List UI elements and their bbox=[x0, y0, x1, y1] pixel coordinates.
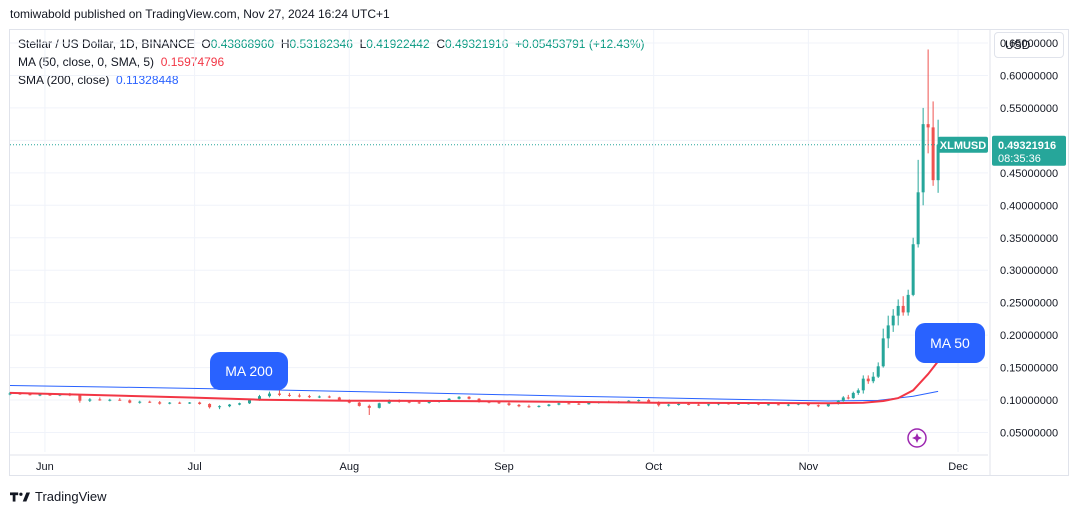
legend-sma200-row[interactable]: SMA (200, close) 0.11328448 bbox=[18, 71, 645, 89]
close-label: C bbox=[436, 37, 445, 51]
high-label: H bbox=[280, 37, 290, 51]
tradingview-logo-icon bbox=[10, 491, 30, 502]
low-label: L bbox=[359, 37, 367, 51]
ma50-label: MA (50, close, 0, SMA, 5) bbox=[18, 55, 155, 69]
chart-frame bbox=[9, 29, 1069, 476]
sma200-label: SMA (200, close) bbox=[18, 73, 110, 87]
open-label: O bbox=[201, 37, 211, 51]
close-value: 0.49321916 bbox=[445, 37, 509, 51]
change-value: +0.05453791 (+12.43%) bbox=[515, 37, 645, 51]
high-value: 0.53182346 bbox=[289, 37, 353, 51]
sma200-value: 0.11328448 bbox=[116, 73, 179, 87]
open-value: 0.43868960 bbox=[210, 37, 275, 51]
published-caption: tomiwabold published on TradingView.com,… bbox=[10, 7, 390, 21]
symbol-name[interactable]: Stellar / US Dollar, 1D, BINANCE bbox=[18, 37, 195, 51]
currency-button[interactable]: USD bbox=[994, 32, 1064, 58]
legend-ma50-row[interactable]: MA (50, close, 0, SMA, 5) 0.15974796 bbox=[18, 53, 645, 71]
legend-symbol-row: Stellar / US Dollar, 1D, BINANCE O0.4386… bbox=[18, 35, 645, 53]
low-value: 0.41922442 bbox=[366, 37, 430, 51]
footer-brand-label: TradingView bbox=[35, 489, 107, 504]
ma50-value: 0.15974796 bbox=[160, 55, 225, 69]
footer-brand[interactable]: TradingView bbox=[10, 489, 107, 504]
chart-legend: Stellar / US Dollar, 1D, BINANCE O0.4386… bbox=[18, 35, 645, 89]
